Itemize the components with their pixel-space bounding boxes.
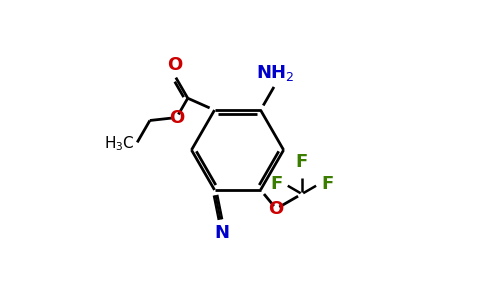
- Text: H$_3$C: H$_3$C: [104, 134, 134, 153]
- Text: NH$_2$: NH$_2$: [256, 63, 295, 83]
- Text: O: O: [167, 56, 182, 74]
- Text: F: F: [296, 153, 308, 171]
- Text: F: F: [322, 175, 334, 193]
- Text: F: F: [270, 175, 282, 193]
- Text: O: O: [169, 109, 184, 127]
- Text: O: O: [269, 200, 284, 218]
- Text: N: N: [214, 224, 229, 242]
